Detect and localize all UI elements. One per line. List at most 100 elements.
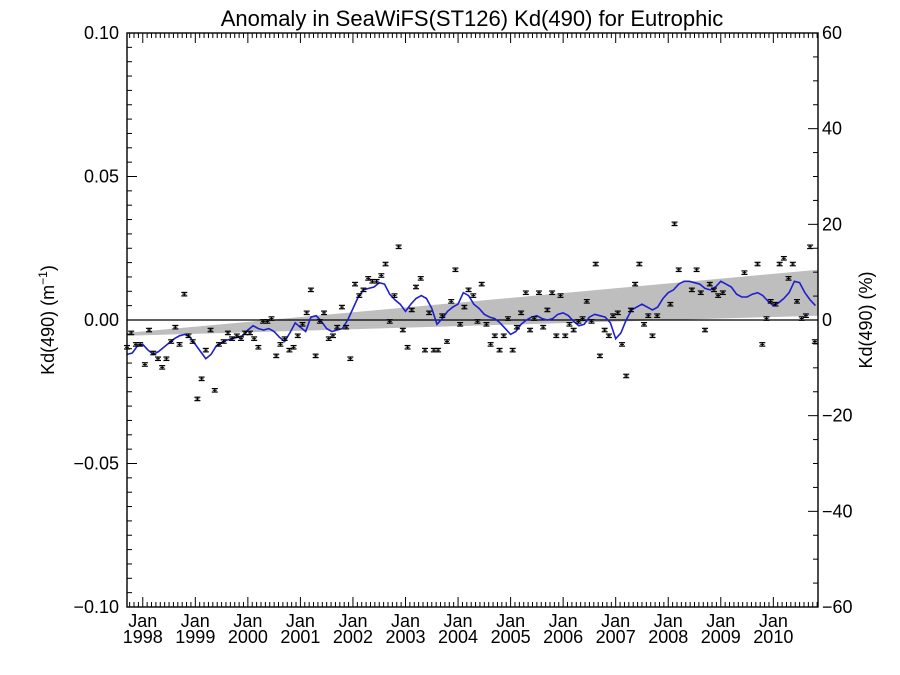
data-point [382,261,389,267]
data-point [671,221,678,227]
data-point [150,350,157,356]
data-point [535,290,542,296]
data-point [185,333,192,339]
x-tick-label-month: Jan [549,611,578,631]
data-point [146,327,153,333]
data-point [522,290,529,296]
data-point [408,307,415,313]
data-point [360,287,367,293]
data-point [211,387,218,393]
x-tick-label-month: Jan [496,611,525,631]
data-point [531,316,538,321]
data-point [202,347,209,353]
data-point [399,327,406,333]
data-point [763,316,770,321]
data-point [303,310,310,316]
data-point [421,347,428,353]
data-point [549,290,556,296]
data-point [789,261,796,267]
data-point [281,336,288,341]
smooth-series-line [126,280,816,360]
data-point [802,313,809,319]
data-point [316,319,323,324]
data-point [570,327,577,333]
data-point [251,336,258,341]
x-tick-label-year: 2005 [491,627,531,647]
data-point [404,344,411,350]
x-tick-label-month: Jan [286,611,315,631]
data-point [483,321,490,327]
data-point [444,339,451,344]
data-point [504,316,511,321]
data-point [540,324,547,330]
data-point [807,244,814,250]
data-point [395,244,402,250]
data-point [176,342,183,347]
x-tick-label-month: Jan [759,611,788,631]
x-tick-label-month: Jan [706,611,735,631]
data-point [189,339,196,344]
data-point [334,324,341,330]
data-point [246,330,253,336]
data-point [417,276,424,281]
data-point [509,347,516,353]
y-right-tick-label: 20 [822,214,842,234]
data-point [172,324,179,330]
y-left-tick-label: 0.10 [84,23,119,43]
data-point [224,330,231,336]
data-point [168,339,175,344]
data-point [636,261,643,267]
data-point [299,321,306,327]
data-point [159,365,166,370]
data-point [273,353,280,359]
data-point [496,347,503,353]
data-point [527,327,534,333]
data-point [693,267,700,273]
x-tick-label-year: 2008 [648,627,688,647]
data-point [772,301,779,307]
data-point [255,344,262,350]
data-point [654,313,661,319]
y-axis-right-label: Kd(490) (%) [856,271,876,368]
data-point [347,356,354,362]
x-tick-label-year: 2000 [228,627,268,647]
x-tick-label-year: 2010 [753,627,793,647]
y-left-tick-label: 0.00 [84,310,119,330]
data-point [307,287,314,293]
chart-title: Anomaly in SeaWiFS(ST126) Kd(490) for Eu… [221,6,724,31]
x-tick-label-month: Jan [391,611,420,631]
x-tick-label-month: Jan [654,611,683,631]
data-point [741,270,748,275]
y-right-tick-label: −20 [822,406,853,426]
data-point [378,273,385,278]
y-axis-left-label-main: Kd(490) (m [38,285,58,375]
data-point [754,261,761,267]
data-point [780,255,787,261]
data-point [352,281,359,287]
data-point [487,342,494,347]
data-point [588,319,595,324]
data-point [338,304,345,310]
data-point [562,333,569,339]
x-tick-label-year: 2009 [701,627,741,647]
data-point [448,299,455,304]
data-point [426,310,433,316]
x-tick-label-month: Jan [444,611,473,631]
x-tick-label-year: 2006 [543,627,583,647]
data-point [776,261,783,267]
data-point [268,316,275,321]
data-point [710,287,717,293]
y-right-tick-label: 40 [822,119,842,139]
y-left-tick-label: −0.05 [73,454,119,474]
y-axis-right: 60 40 20 0 −20 −40 −60 [808,23,853,617]
data-point [605,333,612,339]
y-axis-left-label: Kd(490) (m−1) [36,265,58,375]
x-axis: Jan1998Jan1999Jan2000Jan2001Jan2002Jan20… [123,33,818,647]
data-point [181,291,188,297]
data-point [557,293,564,298]
x-tick-label-month: Jan [181,611,210,631]
data-point [461,304,468,310]
data-point [518,310,525,316]
data-point [321,310,328,316]
data-point [373,278,380,284]
